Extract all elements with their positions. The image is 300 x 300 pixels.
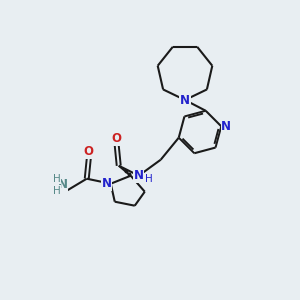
Text: H: H (53, 186, 61, 196)
Text: N: N (180, 94, 190, 106)
Text: N: N (134, 169, 144, 182)
Text: N: N (102, 177, 112, 190)
Text: N: N (58, 178, 68, 191)
Text: H: H (53, 174, 61, 184)
Text: O: O (112, 132, 122, 145)
Text: N: N (221, 120, 231, 133)
Text: O: O (84, 145, 94, 158)
Text: H: H (145, 174, 153, 184)
